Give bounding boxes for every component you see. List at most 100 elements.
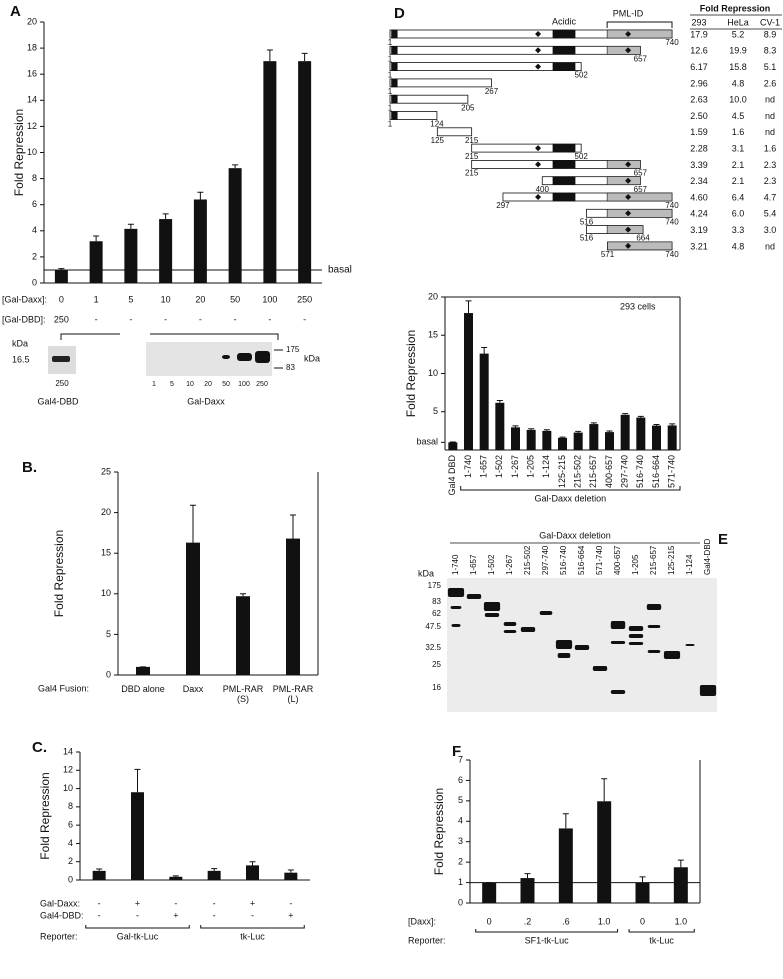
lane-label: 215-502 [523, 545, 532, 575]
unit-label: kDa [304, 353, 320, 363]
x-tick-label: 1-267 [510, 455, 520, 478]
x-tick-label: 571-740 [667, 455, 677, 488]
lane-label: 10 [186, 381, 194, 388]
table-cell: 4.5 [732, 111, 745, 121]
y-tick-label: 20 [101, 507, 111, 517]
row-value: - [213, 910, 216, 920]
table-cell: 3.21 [690, 241, 708, 251]
x-tick-label: 1.0 [598, 916, 611, 926]
y-axis-label: Fold Repression [432, 788, 446, 875]
bracket [60, 333, 279, 340]
panel-label: F [452, 743, 461, 760]
x-tick-label: 5 [128, 294, 133, 304]
unit-label: kDa [418, 568, 434, 578]
domain-label: Acidic [552, 16, 577, 26]
x-tick-label: - [98, 898, 101, 908]
residue-label: 516 [580, 234, 594, 243]
blot-band [557, 653, 571, 658]
table-cell: 10.0 [729, 95, 747, 105]
table-cell: 2.63 [690, 95, 708, 105]
table-cell: 5.4 [764, 209, 777, 219]
x-tick-label: 215-502 [573, 455, 583, 488]
lane-label: 516-664 [577, 545, 586, 575]
construct [389, 111, 438, 120]
bar [673, 867, 688, 903]
error-bar [93, 235, 100, 242]
blot-band [685, 644, 695, 646]
bar [298, 61, 312, 284]
table-cell: 2.50 [690, 111, 708, 121]
table-cell: 6.0 [732, 209, 745, 219]
error-bar [197, 191, 204, 200]
y-tick-label: 4 [458, 816, 463, 826]
table-cell: 2.3 [764, 160, 777, 170]
marker-label: 62 [432, 609, 441, 618]
table-cell: 4.8 [732, 78, 745, 88]
blot-band [663, 651, 681, 659]
y-axis-label: Fold Repression [12, 109, 26, 196]
x-tick-label: + [250, 898, 255, 908]
error-bar [496, 400, 503, 403]
blot-band [628, 642, 644, 645]
table-cell: 2.34 [690, 176, 708, 186]
table-cell: nd [765, 241, 775, 251]
lane-label: 5 [170, 381, 174, 388]
group-label: tk-Luc [240, 931, 265, 941]
table-cell: nd [765, 127, 775, 137]
residue-label: 740 [665, 201, 679, 210]
error-bar [211, 868, 218, 871]
table-cell: 1.6 [732, 127, 745, 137]
lane-label: 50 [222, 381, 230, 388]
error-bar [266, 49, 273, 62]
domain [391, 94, 398, 104]
row-value: 250 [54, 314, 69, 324]
row-value: + [173, 910, 178, 920]
x-tick-label: 215-657 [588, 455, 598, 488]
table-cell: 3.0 [764, 225, 777, 235]
lane-label: 1-657 [469, 554, 478, 575]
group-bracket [85, 925, 190, 929]
motif [535, 47, 542, 54]
marker-label: 16.5 [12, 354, 30, 364]
group-bracket [475, 929, 619, 933]
bar [284, 872, 298, 880]
error-bar [653, 423, 660, 426]
error-bar [127, 223, 134, 229]
table-cell: 3.3 [732, 225, 745, 235]
y-tick-label: 8 [68, 801, 73, 811]
error-bar [240, 593, 246, 597]
bar [597, 801, 612, 903]
row-value: - [268, 314, 271, 324]
table-cell: 4.7 [764, 192, 777, 202]
bar [136, 666, 150, 675]
blot-band [610, 641, 626, 644]
bar [286, 538, 300, 675]
row-label: Gal-Daxx: [40, 898, 80, 908]
domain [606, 209, 673, 218]
blot-band [699, 685, 717, 696]
error-bar [290, 514, 296, 539]
lane-label: 1-205 [631, 554, 640, 575]
bar [131, 792, 144, 880]
error-bar [637, 415, 644, 418]
group-label: Gal-tk-Luc [117, 931, 159, 941]
bar [193, 199, 207, 283]
bar [636, 417, 646, 450]
panel-label: A [10, 3, 21, 20]
blot-band [222, 355, 230, 359]
y-tick-label: 0 [32, 277, 37, 287]
y-tick-label: 14 [27, 95, 37, 105]
residue-label: 215 [465, 169, 479, 178]
x-tick-label: 1-124 [541, 455, 551, 478]
motif [625, 226, 632, 233]
lane-label: Gal4-DBD [703, 538, 712, 575]
y-axis-label: Fold Repression [404, 330, 418, 417]
table-cell: 2.1 [732, 176, 745, 186]
error-bar [512, 425, 519, 428]
construct [389, 45, 641, 55]
residue-label: 215 [465, 152, 479, 161]
residue-label: 740 [665, 217, 679, 226]
bar [89, 241, 103, 283]
residue-label: 1 [388, 87, 393, 96]
blot-band [503, 622, 517, 626]
